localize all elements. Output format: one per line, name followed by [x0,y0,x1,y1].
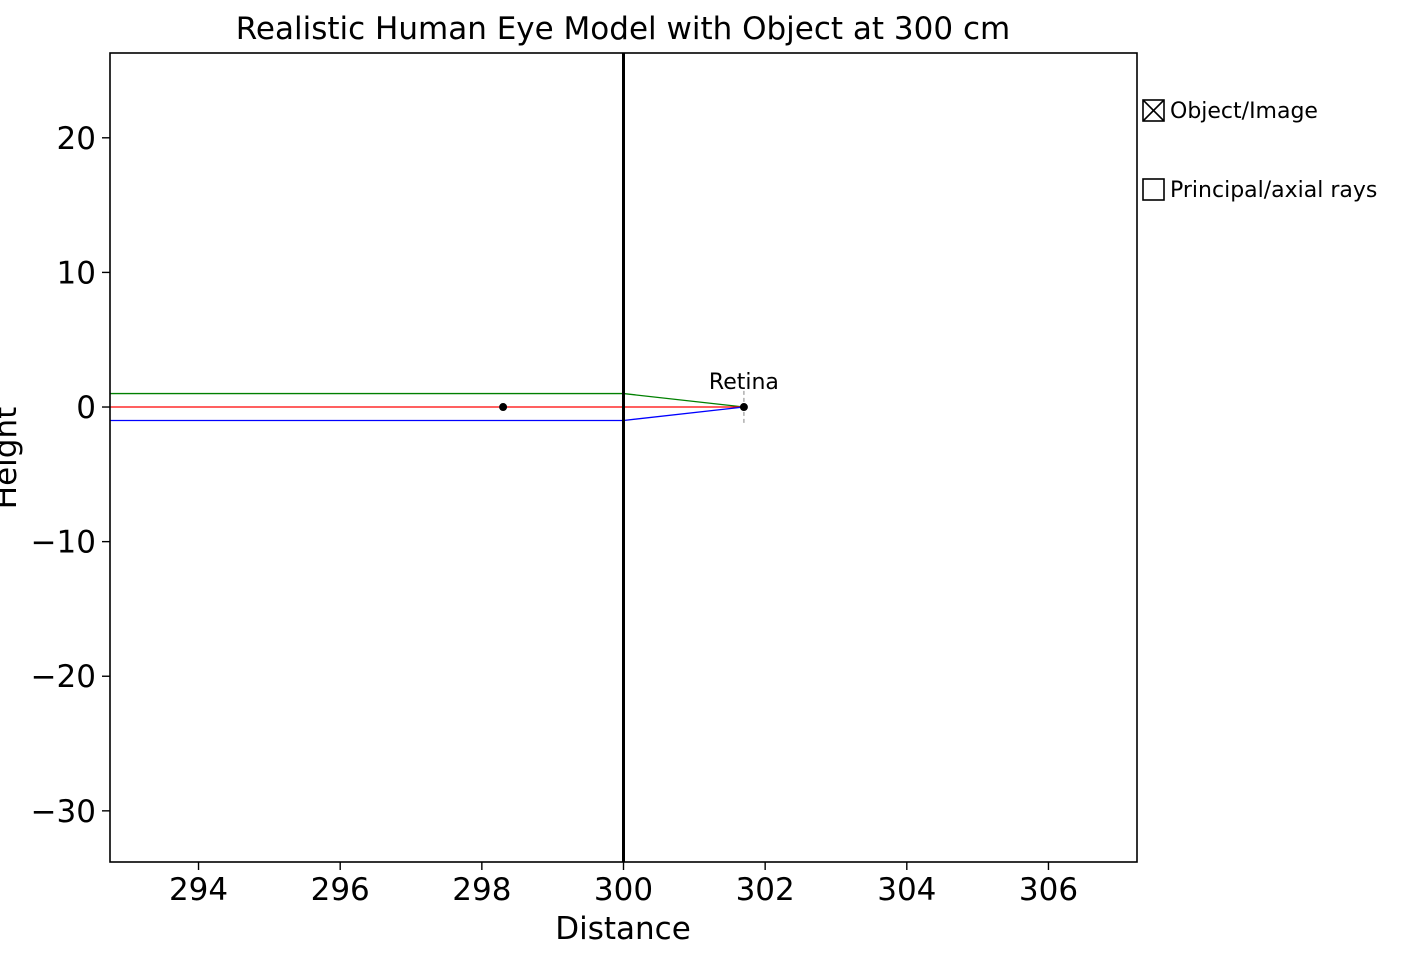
crossed-box-icon [1142,99,1165,122]
x-tick-label-304: 304 [877,872,936,908]
retina-label: Retina [709,370,779,395]
legend-item-principal-rays[interactable]: Principal/axial rays [1142,178,1377,203]
x-tick-label-302: 302 [736,872,795,908]
y-tick-label--30: −30 [31,794,96,830]
x-tick-label-296: 296 [311,872,370,908]
x-tick-label-300: 300 [594,872,653,908]
box-icon [1142,178,1165,201]
x-tick-label-306: 306 [1019,872,1078,908]
ray-line-2 [110,406,744,422]
plot-area: Retina [110,53,779,862]
y-tick-label--10: −10 [31,525,96,561]
y-tick-label--20: −20 [31,659,96,695]
ray-line-0 [110,392,744,408]
chart-title: Realistic Human Eye Model with Object at… [236,11,1010,47]
retina-image-point [739,403,748,412]
y-tick-label-0: 0 [76,390,96,426]
crossed-box-icon-stroke-b [1142,99,1165,122]
legend-label-object-image: Object/Image [1170,99,1318,124]
y-tick-label-10: 10 [57,255,96,291]
legend-label-principal-rays: Principal/axial rays [1170,178,1377,203]
focal-point [499,403,508,412]
legend: Object/Image Principal/axial rays [1142,99,1377,203]
x-tick-label-294: 294 [169,872,228,908]
y-tick-label-20: 20 [57,121,96,157]
x-tick-label-298: 298 [452,872,511,908]
y-axis-label: Height [0,407,24,509]
axes: 294 296 298 300 302 304 306 20 10 0 −10 −20 −30 [31,52,1138,908]
x-axis-label: Distance [555,911,691,947]
legend-item-object-image[interactable]: Object/Image [1142,99,1318,124]
